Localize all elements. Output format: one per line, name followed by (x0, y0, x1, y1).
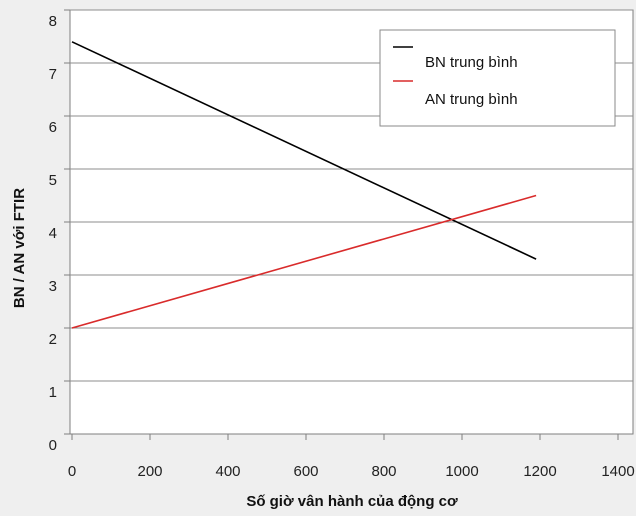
legend-box (379, 29, 616, 127)
series-line-0 (71, 41, 537, 260)
x-tick-label: 1000 (445, 463, 478, 480)
y-tick-label: 1 (49, 384, 57, 401)
x-tick-label: 1200 (523, 463, 556, 480)
series-lines (71, 41, 537, 329)
y-axis-title: BN / AN với FTIR (11, 188, 28, 308)
y-tick-label: 7 (49, 66, 57, 83)
y-tick-label: 6 (49, 119, 57, 136)
y-tick-label: 4 (49, 225, 57, 242)
x-tick-label: 600 (293, 463, 318, 480)
x-axis-title: Số giờ vân hành của động cơ (246, 493, 458, 510)
series-line-1 (71, 194, 537, 329)
y-tick-label: 3 (49, 278, 57, 295)
x-tick-label: 1400 (601, 463, 634, 480)
x-tick-label: 800 (371, 463, 396, 480)
y-tick-label: 0 (49, 437, 57, 454)
legend-label-an: AN trung bình (425, 91, 518, 108)
y-tick-label: 2 (49, 331, 57, 348)
x-tick-label: 400 (215, 463, 240, 480)
y-tick-label: 8 (49, 13, 57, 30)
y-tick-label: 5 (49, 172, 57, 189)
axis-ticks: 0 1 2 3 4 5 6 7 8 0 200 400 600 800 1000 1200 1400 (49, 9, 635, 480)
x-tick-label: 0 (68, 463, 76, 480)
legend-label-bn: BN trung bình (425, 54, 518, 71)
legend: BN trung bình AN trung bình (379, 29, 616, 127)
x-tick-label: 200 (137, 463, 162, 480)
